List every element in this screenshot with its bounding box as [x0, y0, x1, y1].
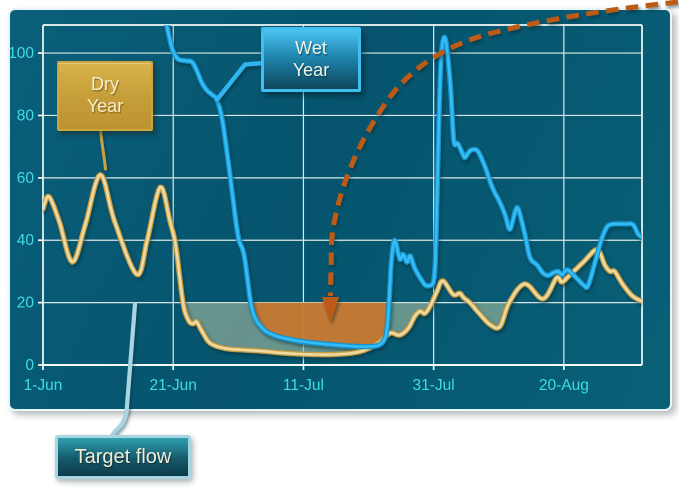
x-tick-label: 20-Aug — [539, 377, 589, 394]
dry-year-curve — [43, 173, 642, 356]
x-tick-label: 1-Jun — [24, 377, 63, 394]
annotation-arrow-shaft — [328, 0, 679, 297]
below-target-area-wet-year — [250, 302, 389, 347]
annotation-arrowhead-icon — [322, 297, 339, 323]
target-flow-callout-line — [108, 301, 138, 441]
target-flow-label: Target flow — [55, 435, 191, 479]
x-tick-label: 31-Jul — [413, 377, 455, 394]
x-tick-label: 21-Jun — [150, 377, 197, 394]
wet-year-callout-line — [215, 60, 266, 102]
flow-curves — [43, 25, 642, 358]
x-tick-label: 11-Jul — [283, 377, 324, 394]
y-tick-label: 80 — [17, 107, 35, 124]
wet-year-label-line2: Year — [292, 59, 330, 80]
wet-year-label: Wet Year — [261, 27, 361, 92]
plot-frame — [38, 24, 643, 370]
dry-year-callout-line — [99, 128, 107, 171]
axis-labels: 0 20 40 60 80 100 1-Jun 21-Jun 11-Jul 31-Jul 20-Au… — [8, 45, 589, 394]
deficit-shading — [183, 302, 510, 355]
y-tick-label: 0 — [25, 357, 34, 374]
annotation-arrow — [322, 0, 679, 323]
dry-year-label-line2: Year — [86, 96, 124, 116]
wet-year-curve — [165, 25, 642, 348]
dry-year-label-line1: Dry — [91, 74, 119, 95]
y-tick-label: 20 — [17, 295, 35, 312]
callout-lines — [99, 60, 266, 441]
y-tick-label: 100 — [8, 45, 34, 62]
target-flow-label-text: Target flow — [74, 445, 172, 468]
y-tick-label: 40 — [17, 232, 35, 249]
dry-year-label: Dry Year — [57, 61, 153, 131]
below-target-area-dry-year — [469, 302, 510, 329]
wet-year-label-line1: Wet — [295, 37, 327, 58]
y-tick-label: 60 — [17, 170, 35, 187]
